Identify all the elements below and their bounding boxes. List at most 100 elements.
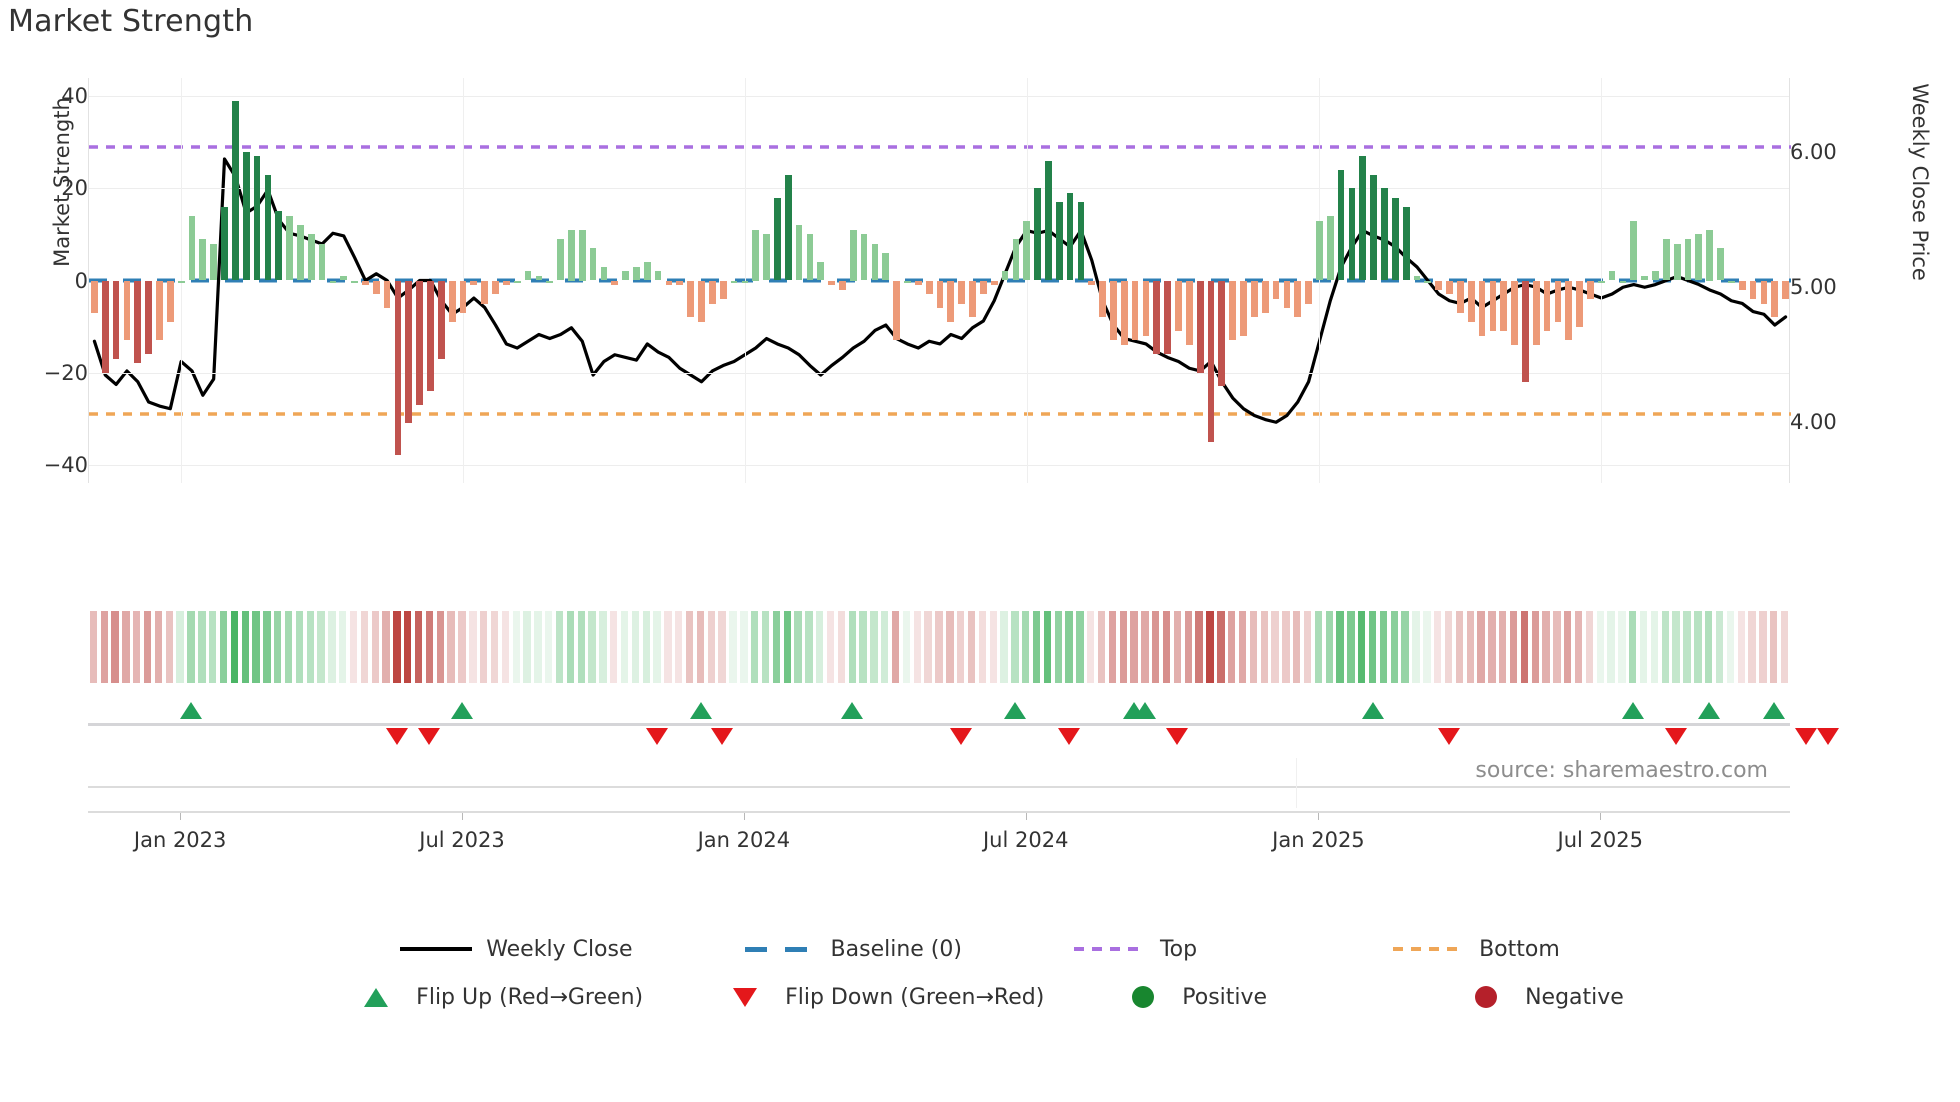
heatmap-cell xyxy=(664,611,672,683)
heatmap-cell xyxy=(252,611,260,683)
strength-bar xyxy=(448,280,456,322)
heatmap-cell xyxy=(805,611,813,683)
heatmap-cell xyxy=(685,611,694,683)
legend-label: Top xyxy=(1159,936,1198,962)
flip-down-marker-icon xyxy=(1795,728,1818,745)
flip-up-marker-icon xyxy=(841,702,864,719)
strength-bar xyxy=(177,280,185,283)
flip-down-marker-icon xyxy=(385,728,408,745)
strength-bar xyxy=(893,280,900,341)
strength-bar xyxy=(492,280,499,295)
legend-item[interactable]: Weekly Close xyxy=(400,937,633,962)
strength-bar xyxy=(1088,280,1096,286)
legend-item[interactable]: Flip Up (Red→Green) xyxy=(336,985,643,1010)
legend-row-markers: Flip Up (Red→Green) Flip Down (Green→Red)… xyxy=(0,973,1960,1021)
source-panel: source: sharemaestro.com xyxy=(88,758,1790,808)
heatmap-cell xyxy=(859,611,867,683)
strength-bar xyxy=(1749,280,1757,299)
x-tick-label: Jul 2024 xyxy=(982,828,1069,852)
strength-bar xyxy=(91,280,98,313)
legend-item[interactable]: Baseline (0) xyxy=(744,936,962,962)
strength-bar xyxy=(936,280,944,309)
heatmap-cell xyxy=(1694,611,1702,683)
legend-item[interactable]: Bottom xyxy=(1393,937,1560,962)
heatmap-cell xyxy=(1444,611,1453,683)
heatmap-cell xyxy=(696,611,705,683)
heatmap-cell xyxy=(1260,611,1268,683)
heatmap-cell xyxy=(306,611,314,683)
strength-bar xyxy=(1045,160,1052,281)
strength-bar xyxy=(1684,239,1692,281)
legend-item[interactable]: Flip Down (Green→Red) xyxy=(705,985,1044,1010)
legend-item[interactable]: Positive xyxy=(1104,985,1267,1010)
legend-label: Flip Down (Green→Red) xyxy=(785,984,1045,1010)
flip-down-marker-icon xyxy=(1058,728,1081,745)
heatmap-cell xyxy=(1412,611,1420,683)
heatmap-cell xyxy=(881,611,889,683)
heatmap-cell xyxy=(1520,611,1529,683)
strength-bar xyxy=(112,280,120,359)
heatmap-cell xyxy=(230,611,239,683)
gridline-vertical xyxy=(1026,78,1028,483)
strength-bar xyxy=(1782,280,1789,299)
heatmap-cell xyxy=(490,611,499,683)
heatmap-cell xyxy=(1130,611,1138,683)
strength-bar xyxy=(1370,174,1377,281)
legend-label: Baseline (0) xyxy=(830,936,962,962)
heatmap-cell xyxy=(1488,611,1496,683)
heatmap-cell xyxy=(339,611,347,683)
strength-bar xyxy=(1597,280,1605,283)
strength-bar xyxy=(535,275,543,281)
heatmap-cell xyxy=(1455,611,1464,683)
heatmap-cell xyxy=(751,611,759,683)
circle-red-icon xyxy=(1475,986,1498,1008)
flip-down-marker-icon xyxy=(646,728,669,745)
strength-bar xyxy=(394,280,402,456)
heatmap-cell xyxy=(1574,611,1583,683)
heatmap-cell xyxy=(1705,611,1713,683)
heatmap-cell xyxy=(545,611,553,683)
heatmap-cell xyxy=(794,611,802,683)
x-tick-label: Jul 2023 xyxy=(419,828,505,852)
heatmap-cell xyxy=(89,611,98,683)
legend-item[interactable]: Top xyxy=(1073,936,1198,962)
heatmap-cell xyxy=(198,611,206,683)
legend-item[interactable]: Negative xyxy=(1447,985,1624,1010)
strength-bar xyxy=(947,280,955,322)
strength-bar xyxy=(1760,280,1768,304)
strength-bar xyxy=(210,243,218,281)
strength-bar xyxy=(1023,220,1031,281)
heatmap-cell xyxy=(1629,611,1637,683)
strength-bar xyxy=(1120,280,1128,345)
heatmap-cell xyxy=(1477,611,1485,683)
strength-bar xyxy=(958,280,966,304)
flip-down-marker-icon xyxy=(1166,728,1189,745)
strength-bar xyxy=(1153,280,1161,355)
heatmap-cell xyxy=(241,611,249,683)
strength-bar xyxy=(1608,271,1616,281)
heatmap-cell xyxy=(1000,611,1008,683)
strength-bar xyxy=(1294,280,1302,318)
heatmap-cell xyxy=(1184,611,1192,683)
source-attribution: source: sharemaestro.com xyxy=(1475,758,1768,783)
y-axis-left-ticks: 40 20 0 −20 −40 xyxy=(0,0,88,1102)
strength-bar xyxy=(741,280,749,283)
strength-bar xyxy=(752,229,760,281)
heatmap-cell xyxy=(577,611,585,683)
flip-down-marker-icon xyxy=(1816,728,1839,745)
strength-bar xyxy=(1435,280,1443,290)
strength-bar xyxy=(1446,280,1453,295)
heatmap-cell xyxy=(783,611,791,683)
heatmap-cell xyxy=(718,611,726,683)
strength-bar xyxy=(231,101,239,281)
heatmap-cell xyxy=(1639,611,1648,683)
heatmap-cell xyxy=(1249,611,1258,683)
strength-bar xyxy=(1337,170,1345,281)
strength-bar xyxy=(1348,188,1356,281)
x-tick-mark xyxy=(180,812,182,820)
flip-up-marker-icon xyxy=(1133,702,1156,719)
y-tick-left: 40 xyxy=(61,84,88,109)
heatmap-cell xyxy=(1011,611,1019,683)
source-divider xyxy=(88,786,1790,788)
y-tick-left: −40 xyxy=(43,452,88,477)
